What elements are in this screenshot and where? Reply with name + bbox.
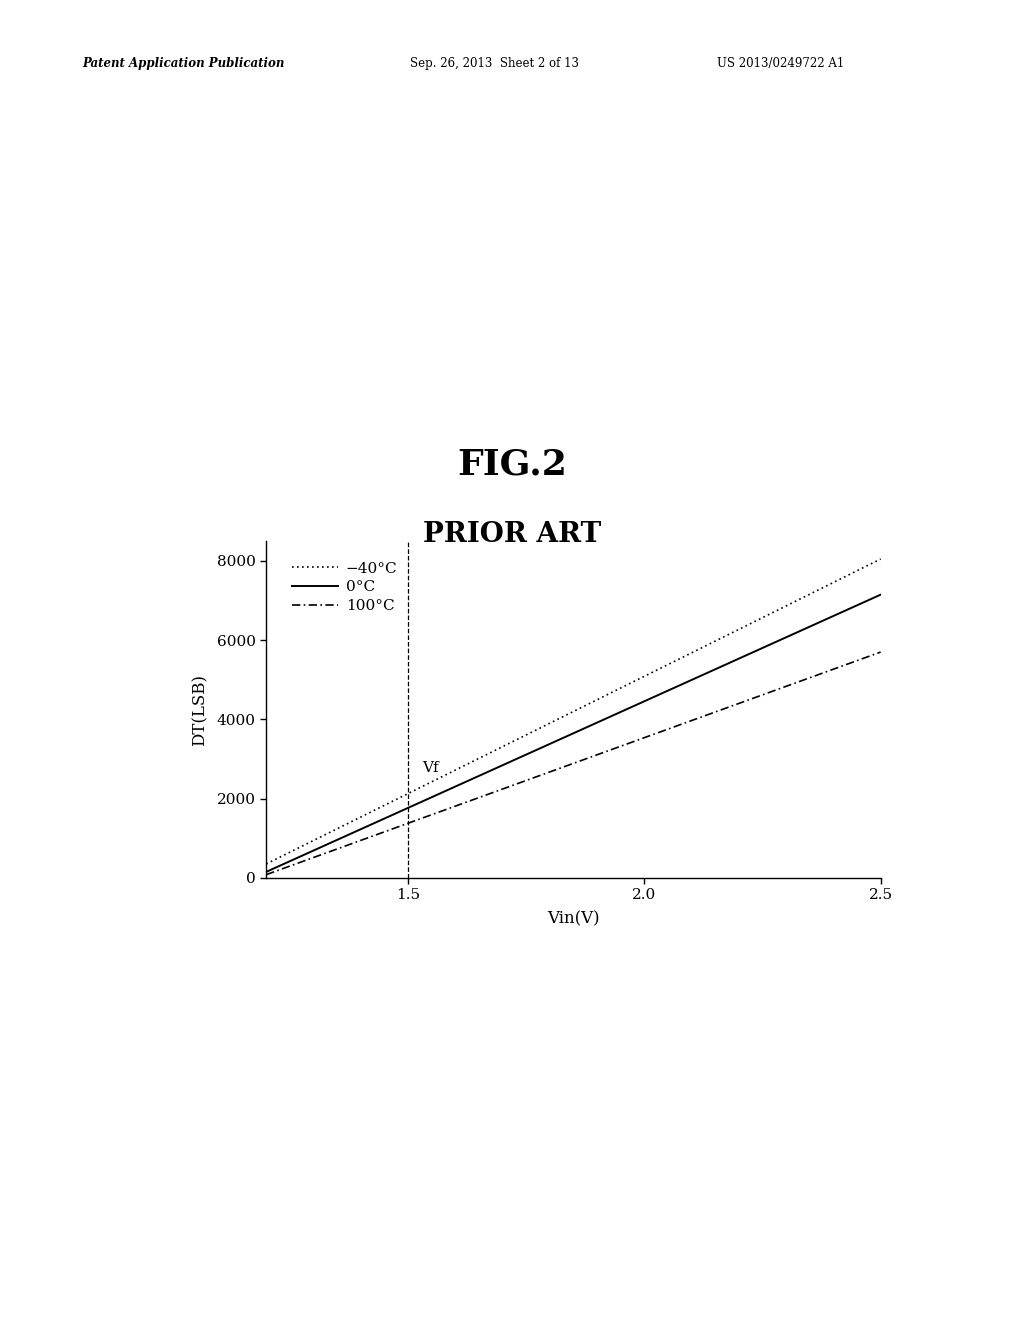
X-axis label: Vin(V): Vin(V) [547,911,600,928]
Legend: −40°C, 0°C, 100°C: −40°C, 0°C, 100°C [286,556,403,619]
Text: US 2013/0249722 A1: US 2013/0249722 A1 [717,57,844,70]
Text: FIG.2: FIG.2 [457,447,567,482]
Text: Vf: Vf [422,760,439,775]
Text: Sep. 26, 2013  Sheet 2 of 13: Sep. 26, 2013 Sheet 2 of 13 [410,57,579,70]
Text: PRIOR ART: PRIOR ART [423,521,601,548]
Y-axis label: DT(LSB): DT(LSB) [191,673,209,746]
Text: Patent Application Publication: Patent Application Publication [82,57,285,70]
